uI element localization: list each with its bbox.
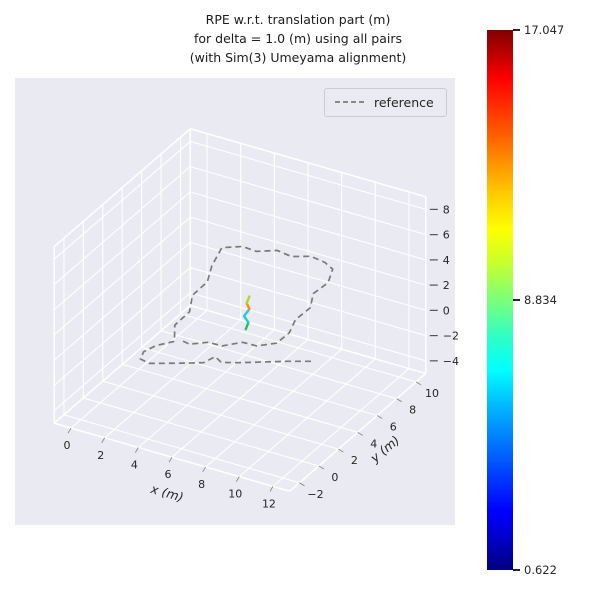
x-tick-label: 0	[64, 439, 71, 452]
chart-title-line-3: (with Sim(3) Umeyama alignment)	[189, 49, 407, 65]
colorbar-tick-label: 17.047	[524, 23, 565, 37]
z-tick-label: 6	[443, 229, 450, 242]
y-tick-label: 4	[370, 437, 377, 450]
colorbar-tick-dash	[513, 569, 520, 571]
colorbar-tick: 8.834	[513, 292, 557, 308]
colorbar-tick: 0.622	[513, 562, 557, 578]
z-tick-label: −4	[443, 355, 459, 368]
legend: reference	[324, 88, 447, 117]
colorbar-tick-label: 8.834	[524, 293, 557, 308]
z-tick-label: 2	[443, 279, 450, 292]
chart-title-line-2: for delta = 1.0 (m) using all pairs	[193, 30, 403, 46]
colorbar-tick: 17.047	[513, 22, 564, 38]
grid-lines	[53, 133, 426, 487]
axes-background	[15, 78, 455, 525]
estimate-trajectory	[242, 295, 251, 331]
tick-marks	[67, 208, 438, 492]
legend-label-reference: reference	[374, 94, 434, 110]
estimate-segment	[242, 307, 251, 318]
x-tick-label: 8	[198, 478, 205, 491]
x-tick-label: 2	[97, 449, 104, 462]
chart-title: RPE w.r.t. translation part (m) for delt…	[0, 11, 596, 67]
z-tick-label: 4	[443, 254, 450, 267]
x-tick-label: 6	[165, 468, 172, 481]
chart-title-line-1: RPE w.r.t. translation part (m)	[205, 12, 391, 27]
y-tick-label: 8	[409, 404, 416, 417]
reference-trajectory	[139, 245, 334, 365]
estimate-segment	[245, 295, 251, 305]
y-tick-label: 0	[331, 471, 338, 484]
y-tick-label: −2	[307, 488, 323, 501]
x-tick-label: 12	[262, 497, 276, 510]
reference-dashed-line-sample	[335, 101, 365, 103]
estimate-segment	[242, 314, 250, 324]
z-tick-label: 0	[443, 304, 450, 317]
colorbar-tick-label: 0.622	[524, 563, 557, 577]
y-tick-label: 6	[390, 421, 397, 434]
z-tick-label: 8	[443, 203, 450, 216]
z-tick-label: −2	[443, 330, 459, 343]
x-tick-label: 10	[228, 488, 242, 501]
y-tick-label: 2	[351, 454, 358, 467]
colorbar	[487, 30, 513, 570]
y-tick-label: 10	[425, 387, 439, 400]
x-tick-label: 4	[131, 459, 138, 472]
colorbar-tick-dash	[513, 299, 520, 301]
colorbar-tick-dash	[513, 29, 520, 31]
